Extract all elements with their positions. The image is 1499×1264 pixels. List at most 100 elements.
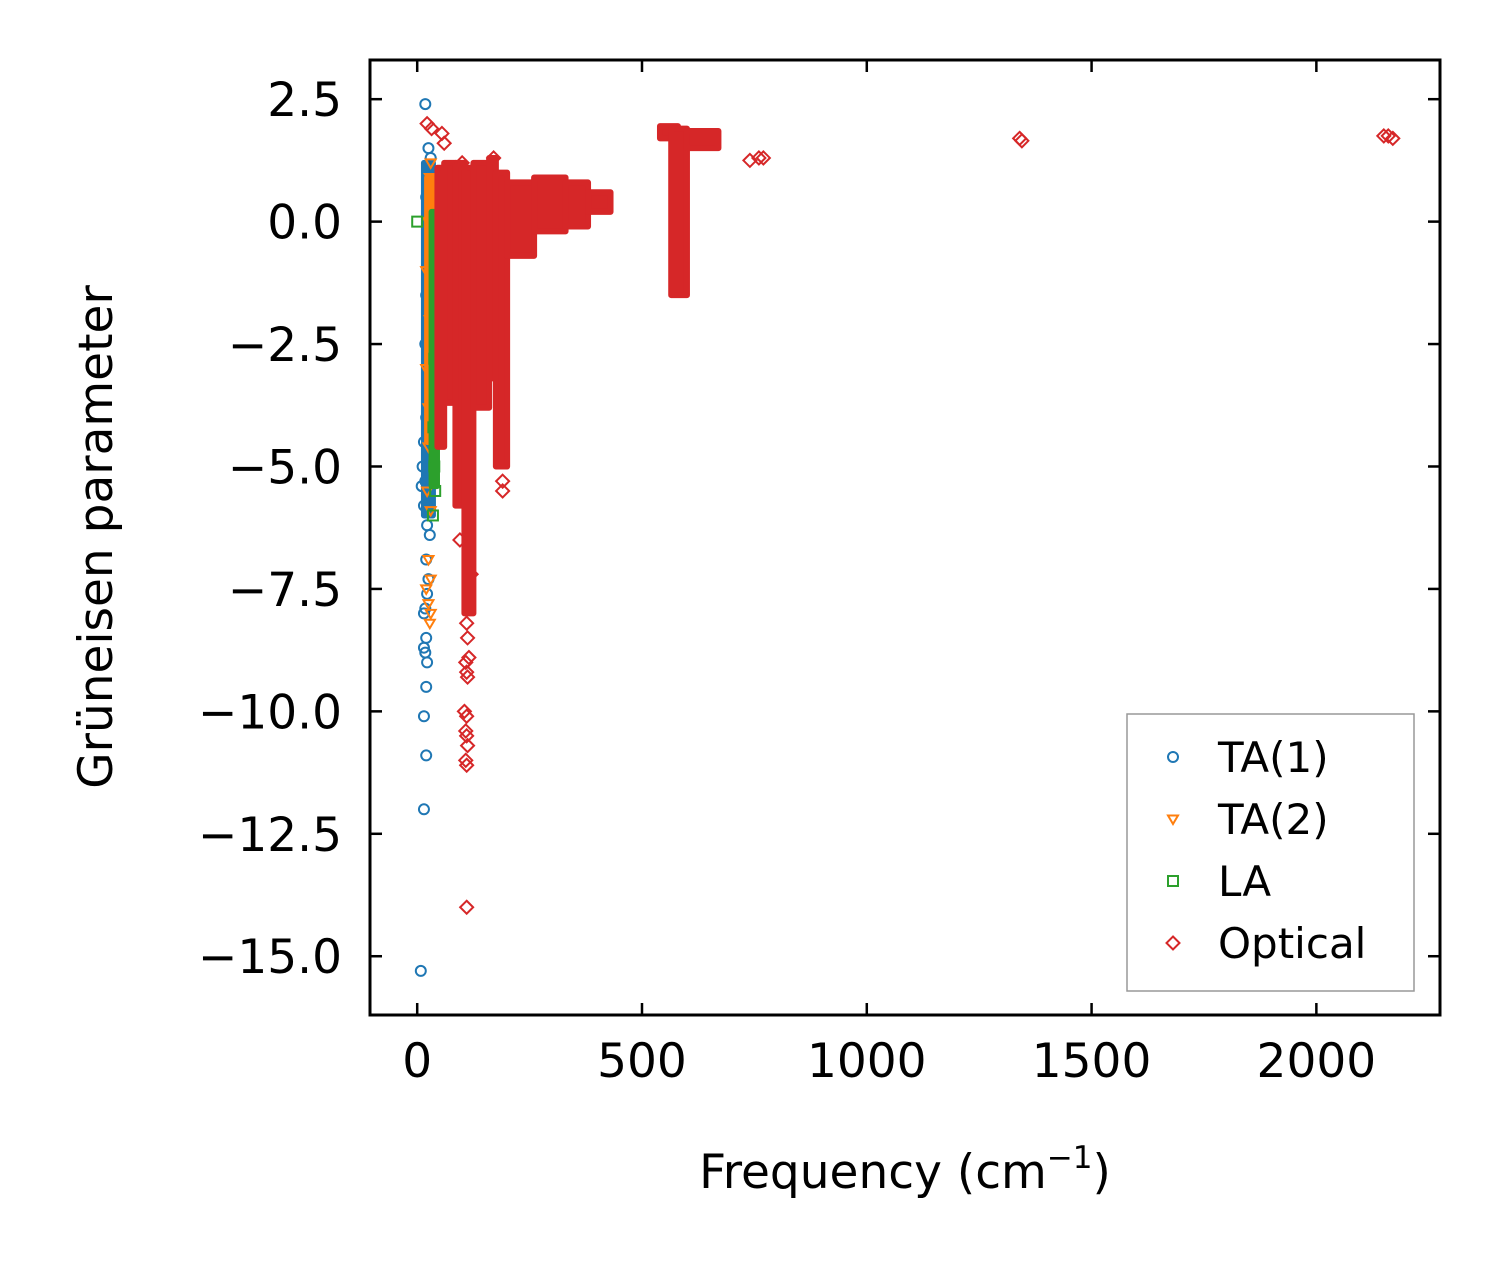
data-point [459, 669, 476, 685]
data-point [458, 708, 475, 725]
data-point [750, 150, 767, 166]
dense-point-band [562, 179, 592, 230]
dense-point-band [668, 125, 690, 299]
data-point [457, 752, 474, 769]
data-point [417, 607, 430, 620]
data-point [485, 150, 502, 166]
x-axis-label: Frequency (cm−1) [699, 1140, 1111, 1200]
data-point [741, 152, 758, 169]
legend-label: TA(2) [1217, 795, 1329, 844]
dense-point-band [531, 174, 569, 235]
data-point [423, 618, 437, 631]
data-point [460, 649, 477, 666]
data-point [423, 574, 438, 587]
data-point [419, 584, 433, 596]
data-point [417, 803, 430, 816]
data-point [1384, 130, 1401, 147]
data-point [454, 154, 471, 171]
data-point [458, 757, 475, 774]
series-optical [419, 115, 1401, 916]
data-point [423, 120, 440, 137]
data-point [1375, 127, 1392, 144]
x-tick-label: 0 [402, 1034, 432, 1089]
plot-marks [411, 98, 1401, 977]
y-tick-label: −5.0 [228, 440, 342, 495]
y-tick-label: 2.5 [267, 73, 342, 128]
legend-box [1126, 713, 1415, 992]
data-point [417, 499, 430, 512]
data-point [457, 723, 474, 739]
data-point [414, 964, 427, 977]
data-point [416, 460, 429, 473]
y-axis-label: Grüneisen parameter [69, 285, 124, 789]
data-point [456, 703, 473, 720]
data-point [428, 460, 441, 473]
plot-frame [368, 58, 1442, 1017]
data-point [423, 158, 438, 170]
data-point [423, 529, 436, 542]
dense-point-band [504, 179, 538, 259]
y-axis-ticks: 2.5 0.0 −2.5 −5.0 −7.5 −10.0 −12.5 −15.0 [198, 73, 1440, 985]
data-point [458, 727, 475, 744]
legend-marker [1167, 751, 1179, 763]
y-tick-label: 0.0 [267, 196, 342, 251]
data-point [457, 654, 474, 671]
y-tick-label: −15.0 [198, 930, 342, 985]
data-point [417, 641, 430, 654]
x-axis-ticks: 0 500 1000 1500 2000 [402, 60, 1376, 1089]
data-point [429, 484, 442, 497]
data-point [755, 150, 772, 166]
data-point [436, 135, 453, 152]
data-point [494, 473, 511, 490]
data-point [458, 615, 475, 632]
x-tick-label: 1000 [807, 1034, 927, 1089]
legend-item: TA(1) [1167, 733, 1329, 782]
dense-point-band [683, 128, 722, 152]
data-point [458, 664, 475, 681]
data-point [1380, 127, 1397, 144]
legend-label: LA [1218, 857, 1271, 906]
data-point [463, 566, 480, 583]
x-tick-label: 500 [597, 1034, 687, 1089]
data-point [421, 599, 436, 611]
data-point [423, 608, 438, 621]
data-point [420, 749, 433, 762]
x-tick-label: 2000 [1257, 1034, 1377, 1089]
data-point [458, 899, 475, 916]
data-point [1013, 132, 1030, 149]
data-point [459, 629, 476, 646]
y-tick-label: −10.0 [198, 685, 342, 740]
x-tick-label: 1500 [1032, 1034, 1152, 1089]
data-point [419, 98, 432, 111]
data-point [452, 532, 468, 548]
data-point [415, 480, 428, 493]
legend-item: Optical [1165, 919, 1366, 968]
data-point [421, 587, 434, 600]
legend-marker [1165, 935, 1181, 951]
dense-point-band [585, 189, 614, 215]
data-point [420, 680, 433, 693]
legend-item: TA(2) [1166, 795, 1329, 844]
y-tick-label: −2.5 [228, 318, 342, 373]
legend-marker [1167, 875, 1179, 887]
y-tick-label: −7.5 [228, 563, 342, 618]
legend-entries: TA(1) TA(2) LA Optical [1165, 733, 1366, 968]
data-point [417, 710, 430, 723]
legend-item: LA [1167, 857, 1271, 906]
data-point [426, 509, 439, 522]
legend-marker [1166, 814, 1180, 826]
y-tick-label: −12.5 [198, 808, 342, 863]
data-point [421, 656, 434, 669]
data-point [459, 737, 476, 754]
data-point [421, 555, 436, 567]
data-point [411, 215, 424, 228]
legend-label: Optical [1218, 919, 1366, 968]
x-axis-label-suffix: ) [1093, 1145, 1111, 1200]
x-axis-label-superscript: −1 [1047, 1140, 1093, 1176]
legend: TA(1) TA(2) LA Optical [1126, 713, 1415, 992]
data-point [423, 173, 437, 185]
legend-label: TA(1) [1217, 733, 1329, 782]
data-point [494, 483, 511, 499]
